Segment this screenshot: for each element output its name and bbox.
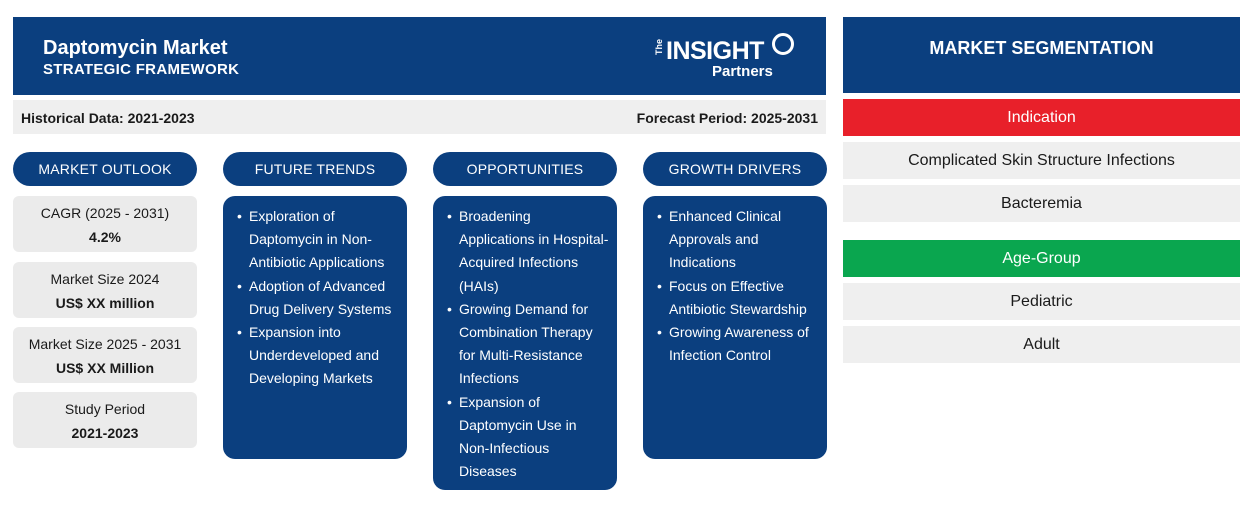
study-period-box: Study Period 2021-2023 (13, 392, 197, 448)
opportunities-header: OPPORTUNITIES (433, 152, 617, 186)
segment-item: Pediatric (843, 283, 1240, 320)
list-item: Exploration of Daptomycin in Non-Antibio… (237, 205, 399, 275)
segment-category-age-group: Age-Group (843, 240, 1240, 277)
logo-partners: Partners (712, 63, 773, 80)
stat-label: Market Size 2024 (50, 271, 160, 287)
list-item: Expansion into Underdeveloped and Develo… (237, 321, 399, 391)
header-banner: Daptomycin Market STRATEGIC FRAMEWORK Th… (13, 17, 826, 95)
logo-insight: INSIGHT (666, 37, 764, 65)
stat-label: Study Period (64, 401, 146, 417)
stat-label: CAGR (2025 - 2031) (40, 205, 170, 221)
list-item: Enhanced Clinical Approvals and Indicati… (657, 205, 819, 275)
list-item: Adoption of Advanced Drug Delivery Syste… (237, 275, 399, 321)
market-size-forecast-box: Market Size 2025 - 2031 US$ XX Million (13, 327, 197, 383)
stat-value: 4.2% (89, 229, 121, 245)
segment-item: Bacteremia (843, 185, 1240, 222)
growth-drivers-box: Enhanced Clinical Approvals and Indicati… (643, 196, 827, 459)
list-item: Growing Demand for Combination Therapy f… (447, 298, 609, 391)
page-subtitle: STRATEGIC FRAMEWORK (43, 61, 240, 78)
list-item: Focus on Effective Antibiotic Stewardshi… (657, 275, 819, 321)
stat-label: Market Size 2025 - 2031 (28, 336, 182, 352)
market-size-2024-box: Market Size 2024 US$ XX million (13, 262, 197, 318)
future-trends-header: FUTURE TRENDS (223, 152, 407, 186)
future-trends-box: Exploration of Daptomycin in Non-Antibio… (223, 196, 407, 459)
insight-partners-logo: The INSIGHT Partners (654, 31, 804, 83)
market-segmentation-header: MARKET SEGMENTATION (843, 17, 1240, 93)
stat-value: US$ XX million (55, 295, 155, 311)
stat-value: US$ XX Million (55, 360, 154, 376)
segment-category-indication: Indication (843, 99, 1240, 136)
list-item: Expansion of Daptomycin Use in Non-Infec… (447, 391, 609, 484)
opportunities-box: Broadening Applications in Hospital-Acqu… (433, 196, 617, 490)
market-outlook-header: MARKET OUTLOOK (13, 152, 197, 186)
list-item: Broadening Applications in Hospital-Acqu… (447, 205, 609, 298)
segment-item: Adult (843, 326, 1240, 363)
growth-drivers-header: GROWTH DRIVERS (643, 152, 827, 186)
period-bar: Historical Data: 2021-2023 Forecast Peri… (13, 100, 826, 134)
segment-item: Complicated Skin Structure Infections (843, 142, 1240, 179)
historical-period: Historical Data: 2021-2023 (21, 110, 195, 126)
logo-ring-icon (772, 33, 794, 55)
page-title: Daptomycin Market (43, 37, 228, 59)
list-item: Growing Awareness of Infection Control (657, 321, 819, 367)
logo-the: The (654, 39, 664, 56)
forecast-period: Forecast Period: 2025-2031 (636, 110, 818, 126)
cagr-box: CAGR (2025 - 2031) 4.2% (13, 196, 197, 252)
stat-value: 2021-2023 (71, 425, 139, 441)
